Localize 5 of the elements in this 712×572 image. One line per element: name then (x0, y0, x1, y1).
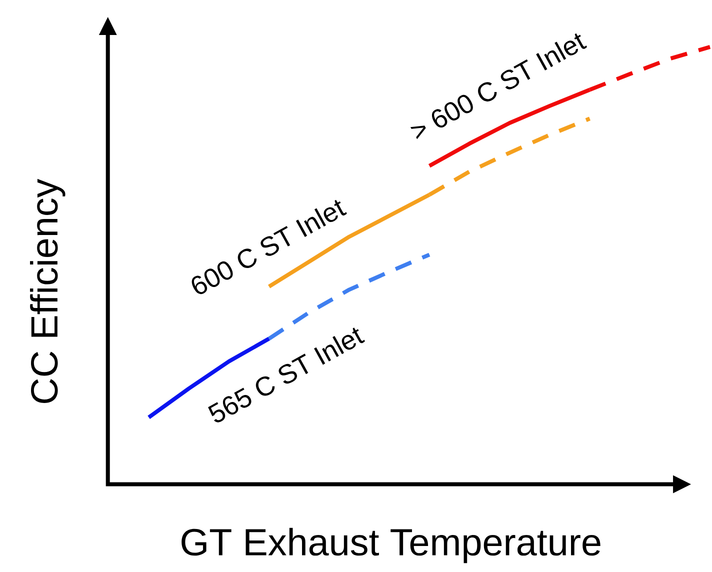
annotation: 600 C ST Inlet (192, 200, 347, 294)
x-axis-title: GT Exhaust Temperature (182, 528, 600, 564)
y-axis-title: CC Efficiency (30, 178, 66, 403)
annotation: 565 C ST Inlet (208, 328, 365, 422)
annotation: > 600 C ST Inlet (410, 33, 588, 139)
